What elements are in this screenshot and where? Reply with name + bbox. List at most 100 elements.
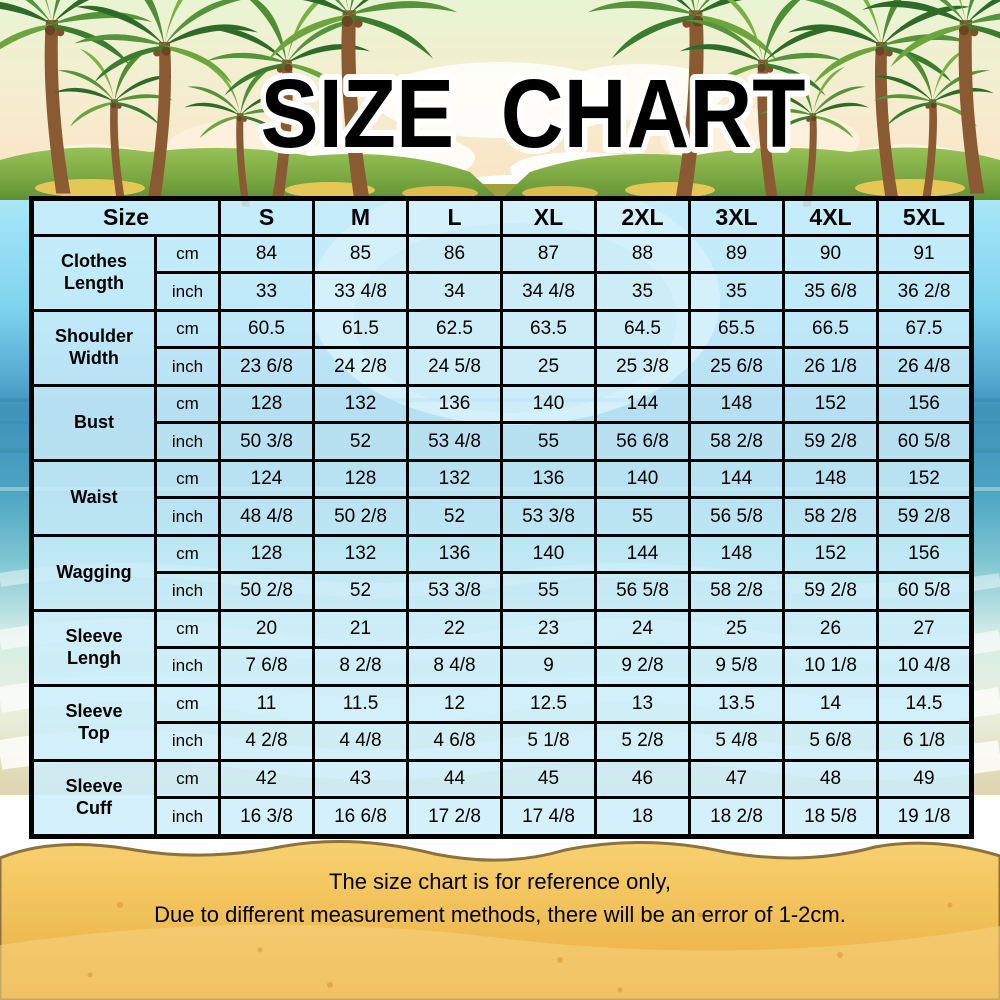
size-value-inch: 19 1/8: [876, 796, 973, 838]
size-value-inch: 18 5/8: [782, 796, 879, 838]
size-value-inch: 16 6/8: [312, 796, 409, 838]
size-value-cm: 11: [218, 683, 315, 725]
size-value-cm: 43: [312, 758, 409, 800]
size-value-inch: 4 2/8: [218, 721, 315, 762]
size-value-cm: 27: [876, 608, 973, 650]
unit-label-inch: inch: [154, 271, 221, 312]
size-value-inch: 8 2/8: [312, 646, 409, 687]
size-value-cm: 67.5: [876, 308, 973, 350]
measurement-label: Shoulder Width: [30, 308, 157, 387]
size-value-inch: 50 2/8: [218, 571, 315, 612]
unit-label-inch: inch: [154, 796, 221, 838]
unit-label-cm: cm: [154, 458, 221, 500]
measurement-row-inch: inch 33 33 4/8 34 34 4/8 35 35 35 6/8 36 2/8: [32, 271, 973, 312]
size-value-cm: 22: [406, 608, 503, 650]
size-value-inch: 55: [500, 421, 597, 462]
size-value-cm: 85: [312, 233, 409, 275]
size-value-cm: 23: [500, 608, 597, 650]
size-value-inch: 8 4/8: [406, 646, 503, 687]
size-value-inch: 56 5/8: [594, 571, 691, 612]
size-value-cm: 65.5: [688, 308, 785, 350]
size-value-cm: 140: [500, 533, 597, 575]
size-value-cm: 11.5: [312, 683, 409, 725]
size-value-inch: 5 4/8: [688, 721, 785, 762]
unit-label-inch: inch: [154, 646, 221, 687]
size-value-cm: 12.5: [500, 683, 597, 725]
size-value-cm: 132: [406, 458, 503, 500]
size-value-inch: 5 1/8: [500, 721, 597, 762]
measurement-row-cm: Sleeve Lengh cm 20 21 22 23 24 25 26 27: [30, 608, 973, 687]
size-column-header: 3XL: [688, 197, 785, 237]
size-value-cm: 49: [876, 758, 973, 800]
size-value-cm: 12: [406, 683, 503, 725]
size-value-inch: 9: [500, 646, 597, 687]
footer-line-1: The size chart is for reference only,: [329, 869, 671, 894]
unit-label-cm: cm: [154, 758, 221, 800]
size-value-inch: 52: [312, 421, 409, 462]
size-value-cm: 132: [312, 533, 409, 575]
size-value-inch: 9 2/8: [594, 646, 691, 687]
size-value-inch: 60 5/8: [876, 421, 973, 462]
size-value-inch: 60 5/8: [876, 571, 973, 612]
measurement-row-cm: Shoulder Width cm 60.5 61.5 62.5 63.5 64.5 65.5…: [30, 308, 973, 387]
size-value-inch: 52: [406, 496, 503, 537]
size-column-header: 2XL: [594, 197, 691, 237]
size-value-cm: 128: [218, 383, 315, 425]
unit-label-cm: cm: [154, 308, 221, 350]
unit-label-inch: inch: [154, 421, 221, 462]
size-value-cm: 47: [688, 758, 785, 800]
size-value-inch: 56 5/8: [688, 496, 785, 537]
size-value-cm: 88: [594, 233, 691, 275]
size-value-inch: 24 2/8: [312, 346, 409, 387]
measurement-label: Sleeve Top: [30, 683, 157, 762]
size-value-cm: 63.5: [500, 308, 597, 350]
measurement-row-cm: Wagging cm 128 132 136 140 144 148 152 156: [30, 533, 973, 612]
size-value-inch: 48 4/8: [218, 496, 315, 537]
measurement-row-inch: inch 16 3/8 16 6/8 17 2/8 17 4/8 18 18 2/8 18 5…: [32, 796, 973, 838]
size-value-inch: 7 6/8: [218, 646, 315, 687]
size-value-cm: 86: [406, 233, 503, 275]
measurement-row-inch: inch 4 2/8 4 4/8 4 6/8 5 1/8 5 2/8 5 4/8 5 6/8 6…: [32, 721, 973, 762]
size-value-cm: 136: [406, 533, 503, 575]
size-value-cm: 25: [688, 608, 785, 650]
size-table-body: Clothes Length cm 84 85 86 87 88 89 90 91 inch 33 33…: [30, 233, 973, 839]
size-value-inch: 50 2/8: [312, 496, 409, 537]
size-value-inch: 52: [312, 571, 409, 612]
size-value-inch: 18: [594, 796, 691, 838]
size-value-cm: 24: [594, 608, 691, 650]
size-value-cm: 148: [782, 458, 879, 500]
size-value-cm: 20: [218, 608, 315, 650]
measurement-row-cm: Clothes Length cm 84 85 86 87 88 89 90 91: [30, 233, 973, 312]
size-column-header: XL: [500, 197, 597, 237]
size-value-cm: 64.5: [594, 308, 691, 350]
size-value-cm: 152: [782, 533, 879, 575]
size-header-row: Size S M L XL 2XL 3XL 4XL 5XL: [30, 197, 973, 237]
size-value-cm: 144: [594, 383, 691, 425]
size-value-cm: 132: [312, 383, 409, 425]
size-value-cm: 44: [406, 758, 503, 800]
measurement-label: Sleeve Lengh: [30, 608, 157, 687]
size-value-inch: 5 2/8: [594, 721, 691, 762]
size-value-inch: 25 6/8: [688, 346, 785, 387]
size-value-inch: 10 1/8: [782, 646, 879, 687]
size-value-cm: 42: [218, 758, 315, 800]
size-value-inch: 9 5/8: [688, 646, 785, 687]
measurement-row-cm: Bust cm 128 132 136 140 144 148 152 156: [30, 383, 973, 462]
measurement-label: Wagging: [30, 533, 157, 612]
size-value-cm: 91: [876, 233, 973, 275]
measurement-row-inch: inch 50 3/8 52 53 4/8 55 56 6/8 58 2/8 59 2/8 60…: [32, 421, 973, 462]
unit-label-inch: inch: [154, 346, 221, 387]
size-value-inch: 35: [594, 271, 691, 312]
size-value-cm: 144: [594, 533, 691, 575]
measurement-label: Clothes Length: [30, 234, 157, 312]
size-value-cm: 136: [406, 383, 503, 425]
size-value-inch: 34: [406, 271, 503, 312]
size-value-cm: 148: [688, 533, 785, 575]
size-value-inch: 24 5/8: [406, 346, 503, 387]
unit-label-cm: cm: [154, 383, 221, 425]
unit-label-cm: cm: [154, 533, 221, 575]
size-value-inch: 59 2/8: [876, 496, 973, 537]
page-title-text: SIZE CHART: [261, 59, 806, 168]
size-value-cm: 148: [688, 383, 785, 425]
